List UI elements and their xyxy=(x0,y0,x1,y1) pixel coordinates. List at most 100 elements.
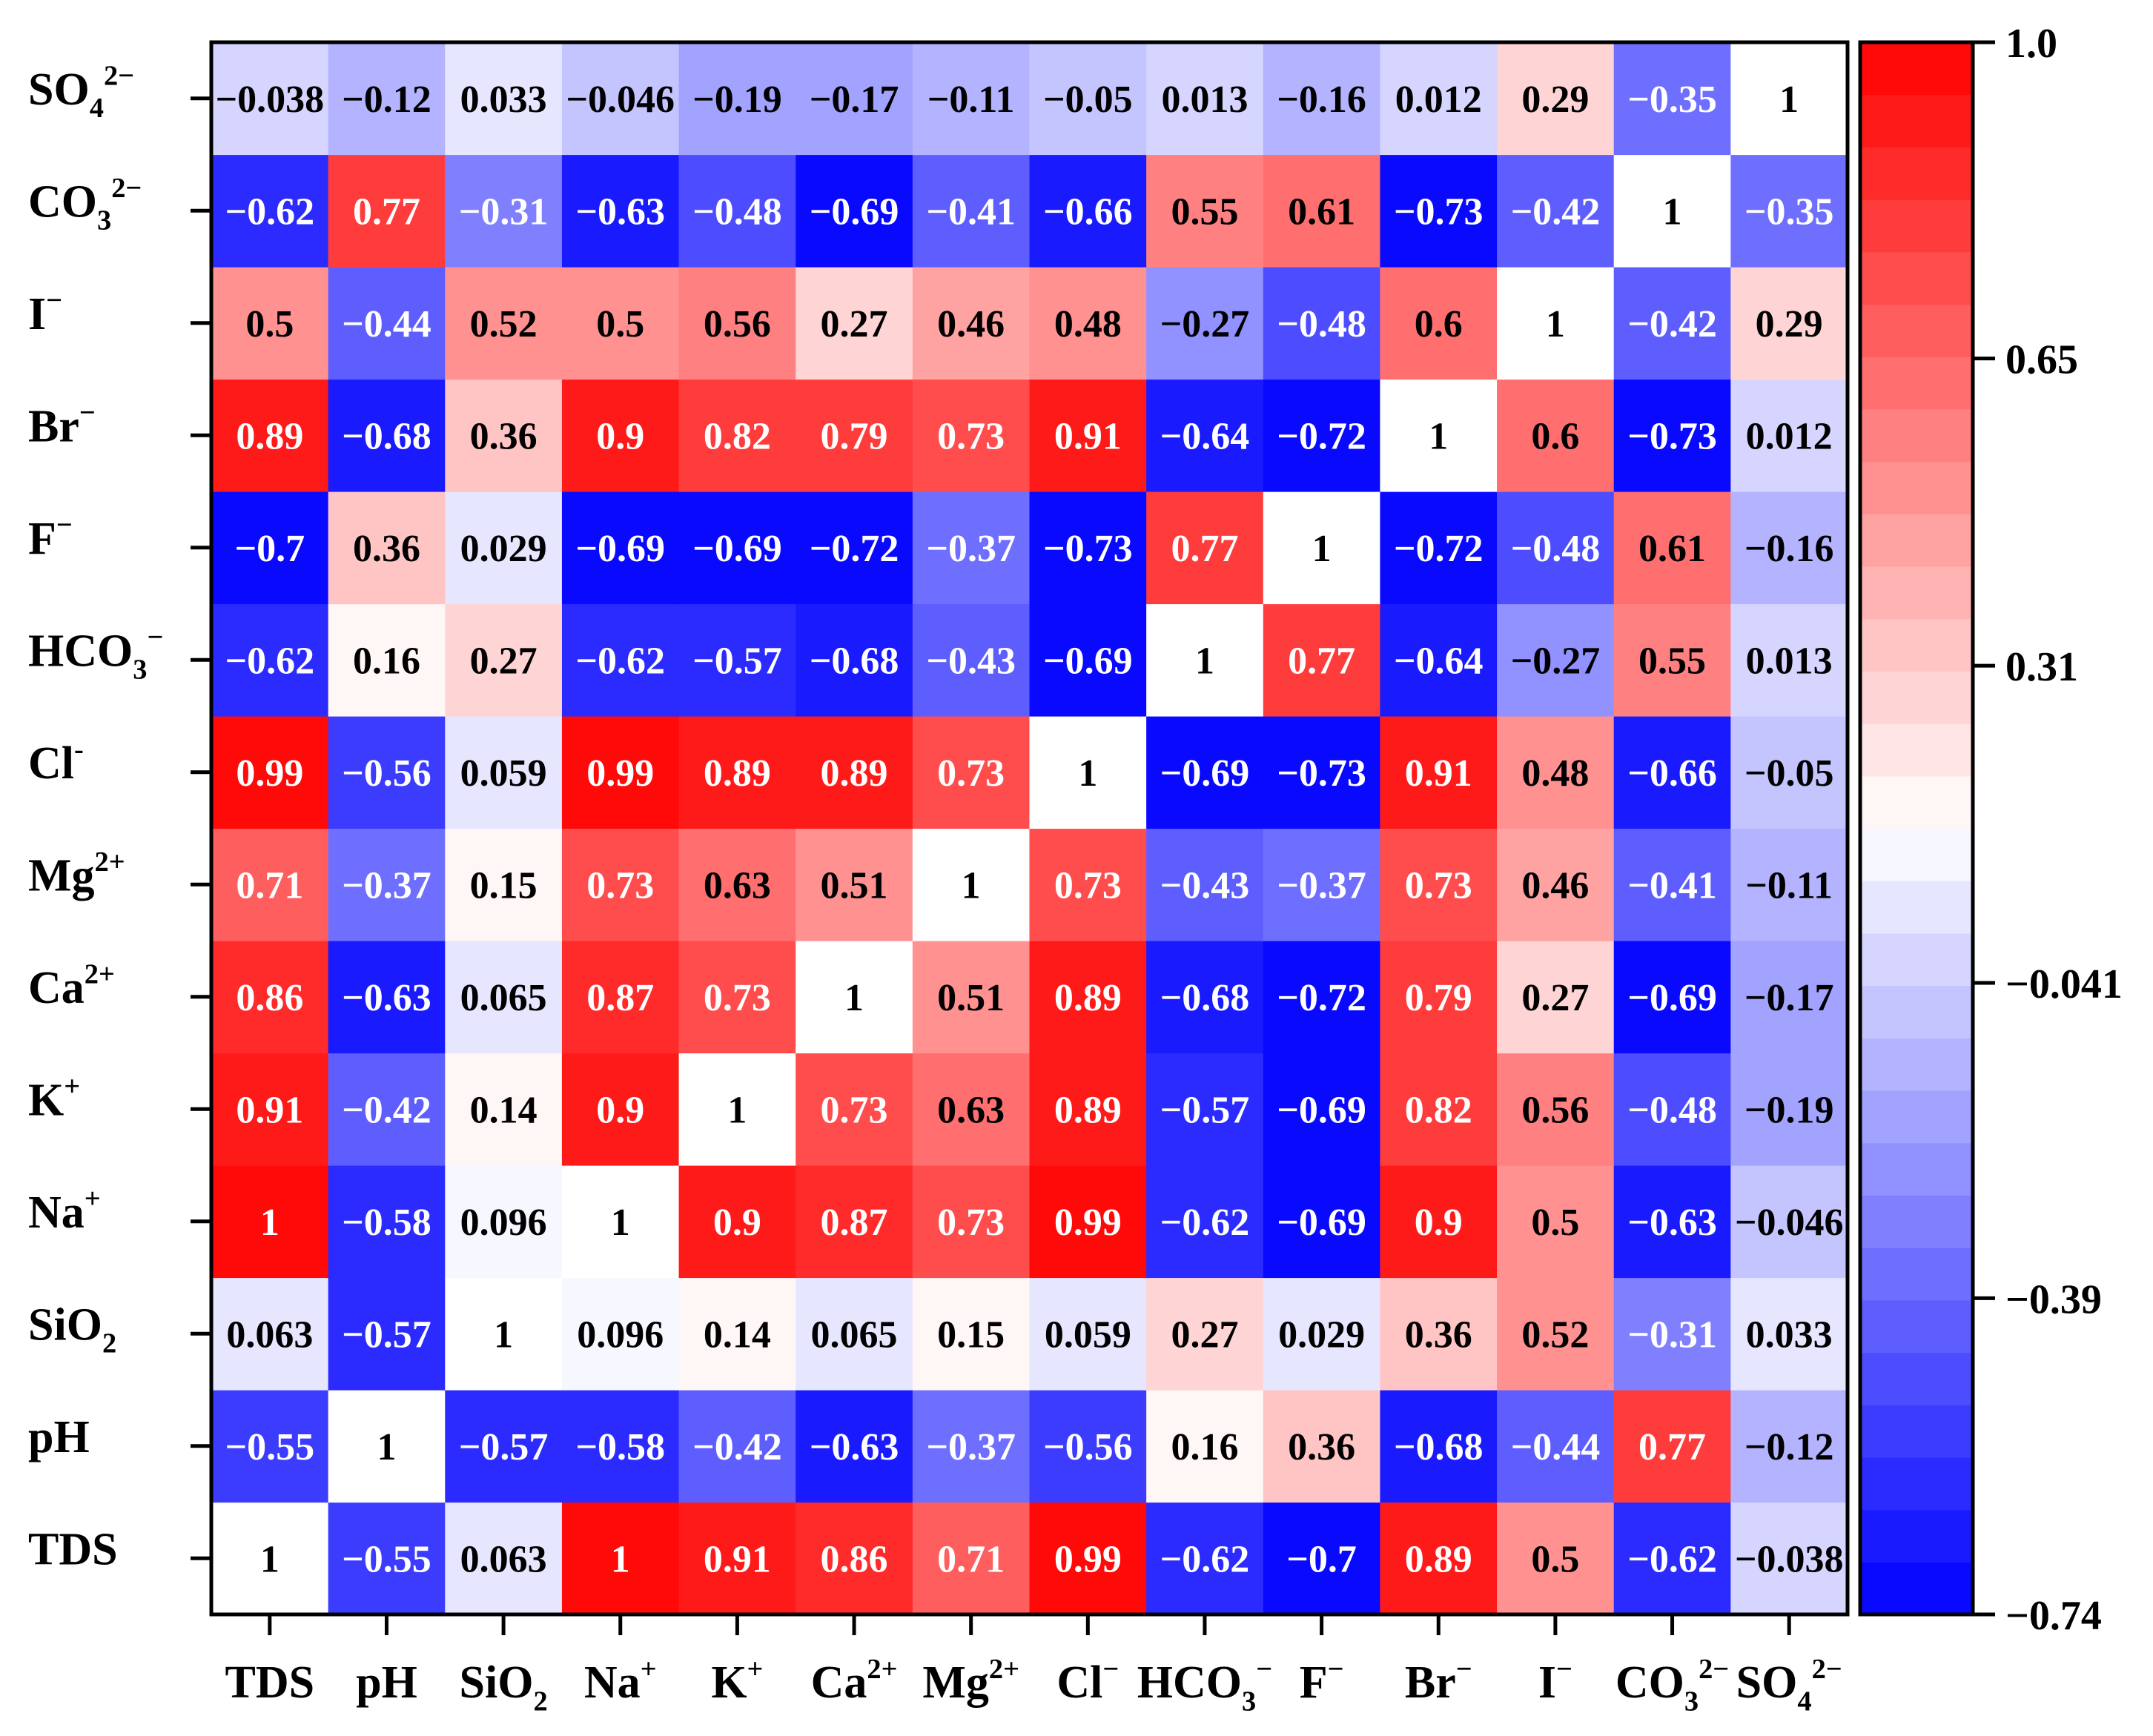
cell-value-label: −0.69 xyxy=(1277,1202,1366,1244)
cell-value-label: −0.62 xyxy=(1627,1538,1717,1580)
colorbar-band xyxy=(1860,251,1973,305)
y-tick-label: HCO3− xyxy=(28,622,163,685)
cell-value-label: 0.15 xyxy=(470,864,538,907)
heatmap-cell xyxy=(912,379,1031,492)
heatmap-cell xyxy=(912,1277,1031,1391)
heatmap-cell xyxy=(1730,603,1848,717)
cell-value-label: −0.58 xyxy=(342,1202,431,1244)
colorbar-band xyxy=(1860,147,1973,200)
colorbar-band xyxy=(1860,618,1973,672)
heatmap-cell xyxy=(328,603,446,717)
colorbar-band xyxy=(1860,985,1973,1038)
cell-value-label: −0.7 xyxy=(1286,1538,1357,1580)
heatmap-cell xyxy=(1263,42,1381,156)
cell-value-label: −0.64 xyxy=(1160,415,1250,457)
heatmap-cell xyxy=(561,1165,680,1279)
heatmap-cell xyxy=(1263,491,1381,605)
heatmap-cell xyxy=(912,828,1031,941)
heatmap-cell xyxy=(1613,1053,1731,1166)
y-tick-label: I− xyxy=(28,285,62,339)
cell-value-label: 1 xyxy=(727,1089,747,1131)
heatmap-cell xyxy=(445,1390,563,1503)
heatmap-cell xyxy=(678,1053,796,1166)
cell-value-label: −0.69 xyxy=(575,528,665,570)
heatmap-cell xyxy=(1730,42,1848,156)
heatmap-cell xyxy=(328,267,446,380)
heatmap-cell xyxy=(678,1502,796,1615)
cell-value-label: 0.096 xyxy=(460,1202,547,1244)
cell-value-label: −0.63 xyxy=(575,191,665,233)
x-axis: TDS pH SiO2 Na+ K+ Ca2+ Mg2+ Cl− HCO3− F− Br− I− CO3… xyxy=(225,1614,1842,1717)
cell-value-label: −0.42 xyxy=(342,1089,431,1131)
cell-value-label: −0.7 xyxy=(235,528,305,570)
heatmap-cell xyxy=(1263,1502,1381,1615)
y-tick-label: Mg2+ xyxy=(28,847,125,901)
cell-value-label: −0.42 xyxy=(1627,303,1717,345)
cell-value-label: 0.29 xyxy=(1521,79,1589,121)
cell-value-label: 0.36 xyxy=(353,528,420,570)
colorbar-tick-label: 0.65 xyxy=(2005,337,2078,383)
cell-value-label: 1 xyxy=(611,1202,630,1244)
heatmap-cell xyxy=(445,941,563,1054)
colorbar-band xyxy=(1860,1090,1973,1144)
heatmap-cell xyxy=(1730,1053,1848,1166)
cell-value-label: −0.37 xyxy=(1277,864,1366,907)
heatmap-cell xyxy=(1730,1390,1848,1503)
heatmap-cell xyxy=(211,1165,329,1279)
heatmap-cell xyxy=(796,267,913,380)
cell-value-label: 0.5 xyxy=(245,303,294,345)
cell-value-label: −0.12 xyxy=(342,79,431,121)
cell-value-label: 0.91 xyxy=(704,1538,771,1580)
heatmap-cell xyxy=(1380,491,1498,605)
heatmap-cell xyxy=(1146,941,1264,1054)
colorbar-tick-label: −0.39 xyxy=(2005,1276,2102,1322)
heatmap-cell xyxy=(445,491,563,605)
heatmap-cell xyxy=(678,1390,796,1503)
cell-value-label: 1 xyxy=(1663,191,1682,233)
heatmap-cell xyxy=(1613,941,1731,1054)
cell-value-label: −0.31 xyxy=(459,191,549,233)
heatmap-cell xyxy=(1263,1277,1381,1391)
cell-value-label: −0.66 xyxy=(1627,752,1717,795)
heatmap-cell xyxy=(1380,1277,1498,1391)
heatmap-cell xyxy=(1029,1277,1147,1391)
cell-value-label: −0.43 xyxy=(926,640,1016,682)
cell-value-label: 0.063 xyxy=(226,1313,313,1356)
cell-value-label: −0.63 xyxy=(810,1426,899,1468)
heatmap-cell xyxy=(1380,379,1498,492)
cell-value-label: 0.91 xyxy=(236,1089,303,1131)
cell-value-label: −0.44 xyxy=(1511,1426,1601,1468)
colorbar-band xyxy=(1860,775,1973,829)
heatmap-cell xyxy=(1029,716,1147,829)
heatmap-cell xyxy=(1497,716,1615,829)
cell-value-label: 0.89 xyxy=(1054,1089,1122,1131)
heatmap-cell xyxy=(1613,379,1731,492)
cell-value-label: 0.77 xyxy=(1171,528,1238,570)
heatmap-cell xyxy=(678,603,796,717)
cell-value-label: 0.79 xyxy=(1405,977,1472,1019)
cell-value-label: 0.82 xyxy=(704,415,771,457)
cell-value-label: 0.012 xyxy=(1395,79,1482,121)
cell-value-label: −0.64 xyxy=(1394,640,1484,682)
heatmap-cell xyxy=(1730,828,1848,941)
heatmap-cell xyxy=(1497,1390,1615,1503)
cell-value-label: 0.89 xyxy=(236,415,303,457)
heatmap-cell xyxy=(211,941,329,1054)
heatmap-cell xyxy=(445,42,563,156)
heatmap-cell xyxy=(796,154,913,268)
heatmap-cell xyxy=(445,1277,563,1391)
cell-value-label: −0.37 xyxy=(926,528,1016,570)
cell-value-label: −0.038 xyxy=(1735,1538,1844,1580)
heatmap-cell xyxy=(1497,154,1615,268)
cell-value-label: 0.55 xyxy=(1171,191,1238,233)
heatmap-cell xyxy=(912,1053,1031,1166)
cell-value-label: 1 xyxy=(962,864,981,907)
heatmap-cell xyxy=(1730,154,1848,268)
cell-value-label: −0.11 xyxy=(1745,864,1833,907)
heatmap-cell xyxy=(1146,716,1264,829)
heatmap-cell xyxy=(1380,154,1498,268)
heatmap-cell xyxy=(1380,42,1498,156)
heatmap-cell xyxy=(912,1165,1031,1279)
cell-value-label: 0.77 xyxy=(1288,640,1355,682)
y-tick-label: F− xyxy=(28,510,73,564)
